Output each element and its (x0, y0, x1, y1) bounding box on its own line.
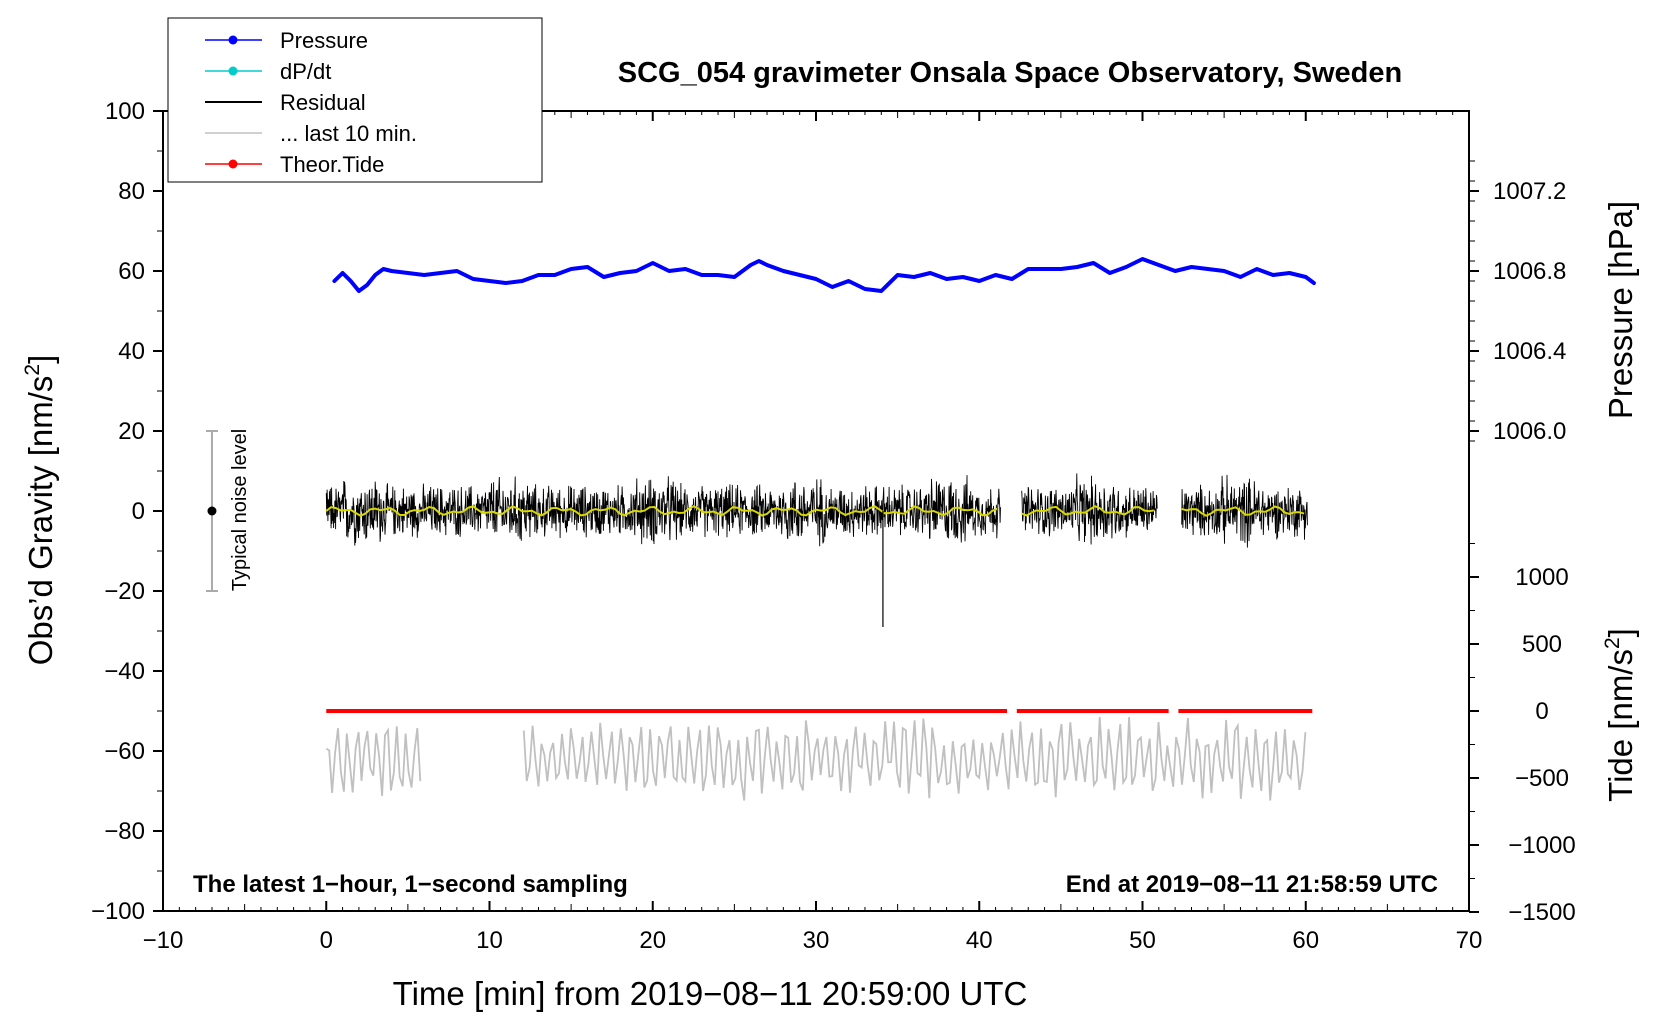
noise-bar-center-dot (207, 506, 217, 516)
legend: Pressure dP/dt Residual ... last 10 min. The… (167, 17, 543, 183)
x-tick-label: 40 (966, 927, 993, 954)
legend-label: Theor.Tide (280, 152, 384, 177)
last-10-min-line (522, 716, 1307, 801)
residual-line (325, 475, 1001, 547)
legend-label: ... last 10 min. (280, 121, 417, 146)
pressure-line (332, 257, 1316, 293)
y-tick-label: 60 (118, 258, 145, 285)
x-axis-label: Time [min] from 2019−08−11 20:59:00 UTC (393, 975, 1028, 1012)
legend-marker (228, 66, 238, 76)
x-tick-label: 50 (1129, 927, 1156, 954)
y-tick-label: 20 (118, 418, 145, 445)
y-tick-label: 0 (132, 498, 145, 525)
tide-tick-label: 500 (1522, 631, 1562, 658)
legend-box (167, 17, 543, 183)
y-axis-label-tide-end: ] (1602, 628, 1639, 637)
y-axis-label-left-end: ] (22, 355, 59, 364)
annotation-end-time: End at 2019−08−11 21:58:59 UTC (1066, 871, 1438, 898)
annotation-sampling: The latest 1−hour, 1−second sampling (193, 871, 628, 898)
y-axis-label-left-sup: 2 (21, 364, 44, 376)
x-tick-label: 0 (320, 927, 333, 954)
pressure-tick-label: 1007.2 (1493, 178, 1566, 205)
legend-marker (228, 159, 238, 169)
y-tick-label: −100 (91, 898, 145, 925)
chart-title: SCG_054 gravimeter Onsala Space Observat… (618, 57, 1402, 89)
ticks-layer: −10 0 10 20 30 40 50 60 70100806040200−20−40−60−… (91, 98, 1576, 954)
y-axis-label-left: Obs’d Gravity [nm/s2] (21, 355, 59, 666)
y-axis-label-tide-sup: 2 (1601, 637, 1624, 649)
y-axis-label-tide-main: Tide [nm/s (1602, 649, 1639, 802)
x-tick-label: 30 (803, 927, 830, 954)
tide-tick-label: −1500 (1508, 899, 1575, 926)
residual-smoothed-line (325, 505, 998, 517)
y-tick-label: 40 (118, 338, 145, 365)
y-tick-label: −40 (104, 658, 145, 685)
pressure-tick-label: 1006.0 (1493, 418, 1566, 445)
residual-smoothed-line (1181, 505, 1305, 517)
legend-marker (228, 35, 238, 45)
residual-line (1021, 473, 1158, 545)
x-tick-label: 20 (639, 927, 666, 954)
y-axis-label-tide: Tide [nm/s2] (1601, 628, 1639, 802)
tide-tick-label: −500 (1515, 765, 1569, 792)
noise-level-indicator (205, 430, 218, 592)
x-tick-label: 60 (1292, 927, 1319, 954)
tide-tick-label: −1000 (1508, 832, 1575, 859)
legend-label: dP/dt (280, 59, 331, 84)
y-tick-label: 100 (105, 98, 145, 125)
residual-smoothed-line (1021, 505, 1155, 517)
last-10-min-line (325, 726, 422, 797)
y-axis-label-left-main: Obs’d Gravity [nm/s (22, 376, 59, 666)
series-layer (325, 257, 1316, 801)
legend-label: Residual (280, 90, 366, 115)
tide-tick-label: 0 (1535, 698, 1548, 725)
pressure-tick-label: 1006.4 (1493, 338, 1566, 365)
y-axis-label-pressure: Pressure [hPa] (1602, 201, 1639, 419)
y-tick-label: 80 (118, 178, 145, 205)
x-tick-label: 70 (1456, 927, 1483, 954)
tide-tick-label: 1000 (1515, 564, 1568, 591)
residual-line (1181, 474, 1308, 548)
y-tick-label: −20 (104, 578, 145, 605)
pressure-tick-label: 1006.8 (1493, 258, 1566, 285)
x-tick-label: −10 (143, 927, 184, 954)
y-tick-label: −60 (104, 738, 145, 765)
legend-label: Pressure (280, 28, 368, 53)
noise-level-label: Typical noise level (229, 429, 251, 591)
y-tick-label: −80 (104, 818, 145, 845)
x-tick-label: 10 (476, 927, 503, 954)
